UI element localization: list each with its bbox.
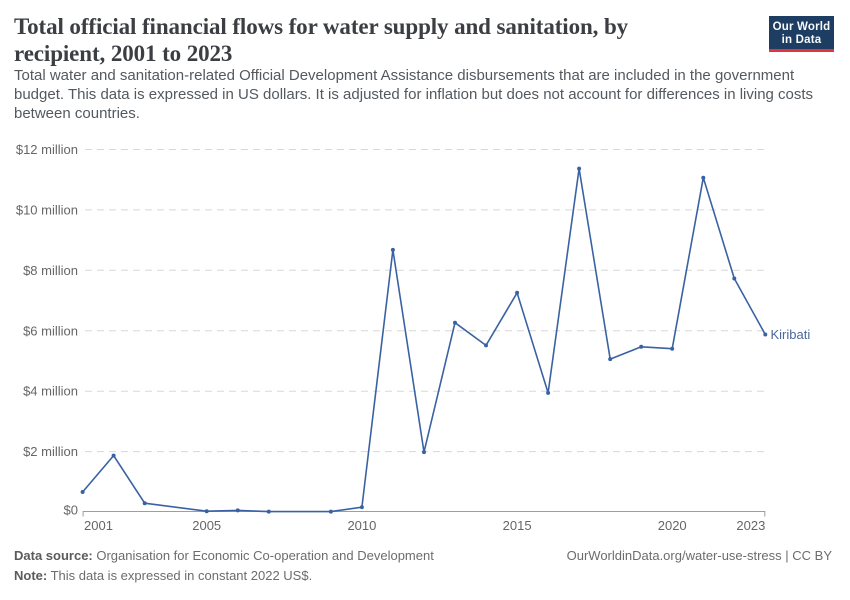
svg-text:2023: 2023 [736, 518, 765, 533]
svg-text:2001: 2001 [84, 518, 113, 533]
svg-text:2020: 2020 [658, 518, 687, 533]
svg-text:2005: 2005 [192, 518, 221, 533]
svg-text:$8 million: $8 million [23, 263, 78, 278]
svg-text:$0: $0 [64, 503, 78, 518]
svg-text:$6 million: $6 million [23, 323, 78, 338]
svg-text:$10 million: $10 million [16, 202, 78, 217]
svg-text:$4 million: $4 million [23, 384, 78, 399]
svg-text:$2 million: $2 million [23, 444, 78, 459]
svg-text:2015: 2015 [503, 518, 532, 533]
svg-text:Kiribati: Kiribati [771, 327, 811, 342]
svg-text:2010: 2010 [347, 518, 376, 533]
svg-text:$12 million: $12 million [16, 142, 78, 157]
